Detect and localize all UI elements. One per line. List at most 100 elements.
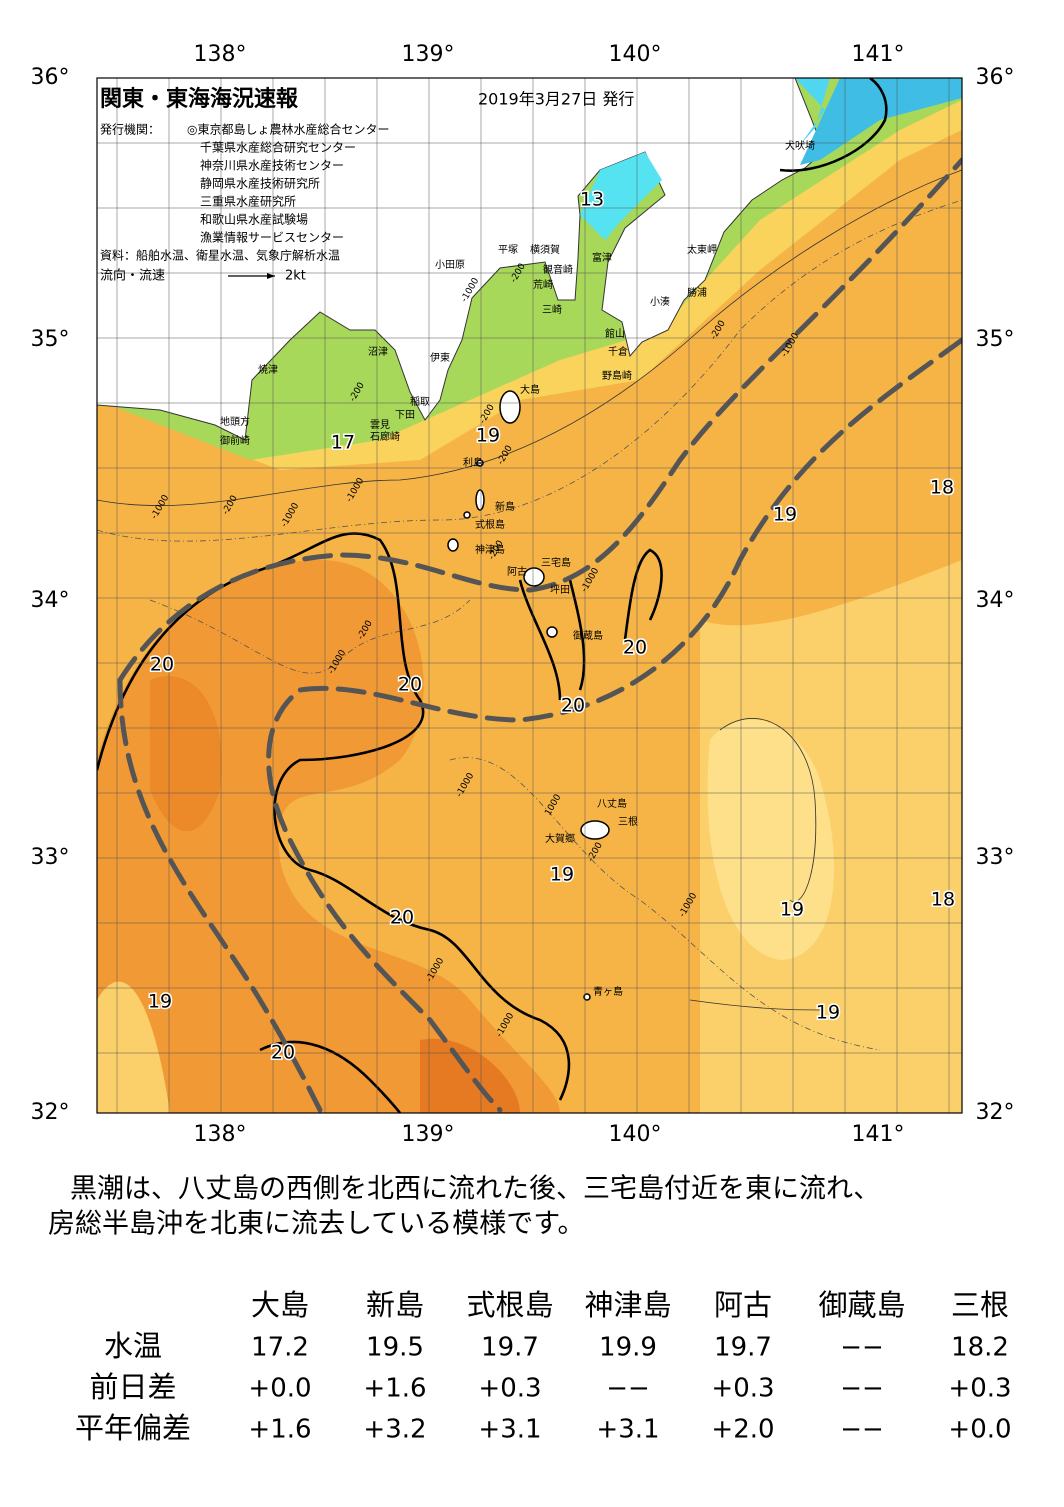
place-name: 地頭方 xyxy=(220,415,250,428)
place-name: 三崎 xyxy=(542,303,562,316)
isobath xyxy=(149,599,471,674)
issuer: 千葉県水産総合研究センター xyxy=(200,140,356,155)
longitude-label: 138° xyxy=(194,42,247,67)
temperature-label: 19 xyxy=(816,1002,840,1024)
table-cell: −− xyxy=(840,1333,884,1363)
warm-core xyxy=(420,1038,520,1113)
latitude-label: 36° xyxy=(976,65,1015,90)
place-name: 大島 xyxy=(520,383,540,396)
issuer: 和歌山県水産試験場 xyxy=(200,212,308,227)
row-label: 平年偏差 xyxy=(75,1411,191,1445)
issuer: ◎東京都島しょ農林水産総合センター xyxy=(187,122,389,137)
table-cell: +1.6 xyxy=(363,1374,426,1404)
island xyxy=(475,489,485,511)
data-source: 資料：船舶水温、衛星水温、気象庁解析水温 xyxy=(100,248,340,263)
table-cell: +3.1 xyxy=(478,1415,541,1445)
latitude-label: 34° xyxy=(976,588,1015,613)
table-cell: +0.0 xyxy=(248,1374,311,1404)
temperature-label: 20 xyxy=(561,695,585,717)
table-cell: +0.0 xyxy=(948,1415,1011,1445)
place-name: 御前崎 xyxy=(220,434,250,447)
place-name: 石廊崎 xyxy=(370,430,400,443)
latitude-label: 33° xyxy=(31,845,70,870)
longitude-label: 140° xyxy=(609,42,662,67)
table-cell: 19.7 xyxy=(714,1333,772,1363)
island xyxy=(476,459,484,467)
cool-eddy xyxy=(707,719,835,960)
place-name: 犬吠埼 xyxy=(785,139,815,152)
issuer: 静岡県水産技術研究所 xyxy=(200,176,320,191)
place-name: 小田原 xyxy=(435,259,465,271)
temperature-label: 19 xyxy=(773,504,797,526)
longitude-label: 140° xyxy=(609,1122,662,1147)
map-frame xyxy=(96,77,963,1114)
temperature-label: 18 xyxy=(931,889,955,911)
place-name: 御蔵島 xyxy=(573,629,603,642)
place-name: 焼津 xyxy=(258,364,278,376)
latitude-label: 32° xyxy=(976,1100,1015,1125)
place-name: 観音崎 xyxy=(543,263,573,276)
table-header: 新島 xyxy=(366,1288,424,1322)
latitude-label: 35° xyxy=(31,327,70,352)
latitude-label: 34° xyxy=(31,588,70,613)
longitude-label: 139° xyxy=(402,1122,455,1147)
temperature-label: 20 xyxy=(398,674,422,696)
place-name: 雲見 xyxy=(370,419,390,431)
legend-speed: 2kt xyxy=(285,269,306,284)
table-cell: +3.2 xyxy=(363,1415,426,1445)
isotherm xyxy=(689,718,821,1011)
island xyxy=(463,511,471,519)
table-cell: −− xyxy=(840,1374,884,1404)
longitude-label: 138° xyxy=(194,1122,247,1147)
island xyxy=(447,538,459,552)
table-cell: −− xyxy=(606,1374,650,1404)
longitude-label: 141° xyxy=(852,42,905,67)
graticule xyxy=(97,78,962,1113)
place-name: 荒崎 xyxy=(533,278,553,291)
warm-core xyxy=(150,676,222,832)
temperature-label: 20 xyxy=(390,907,414,929)
row-label: 前日差 xyxy=(89,1370,176,1404)
place-name: 稲取 xyxy=(410,396,430,408)
table-cell: +1.6 xyxy=(248,1415,311,1445)
row-label: 水温 xyxy=(104,1329,162,1363)
table-cell: 18.2 xyxy=(951,1333,1009,1363)
place-name: 青ヶ島 xyxy=(593,985,623,998)
issue-date: 2019年3月27日 発行 xyxy=(478,90,634,109)
place-name: 大賀郷 xyxy=(545,832,575,845)
place-name: 八丈島 xyxy=(597,797,627,810)
kuroshio-path xyxy=(117,677,323,1113)
cool-zone xyxy=(97,981,170,1113)
temperature-label: 20 xyxy=(271,1042,295,1064)
legend-label: 流向・流速 xyxy=(100,268,165,284)
isotherm xyxy=(518,579,586,701)
place-name: 富津 xyxy=(592,251,612,264)
coastal-cyan xyxy=(795,78,830,145)
temperature-label: 19 xyxy=(476,425,500,447)
table-cell: +0.3 xyxy=(948,1374,1011,1404)
kuroshio-path xyxy=(266,337,962,1113)
place-name: 野島崎 xyxy=(602,369,632,382)
table-cell: +2.0 xyxy=(711,1415,774,1445)
legend-arrowhead xyxy=(267,273,275,279)
place-name: 新島 xyxy=(495,500,515,513)
latitude-label: 35° xyxy=(976,327,1015,352)
map xyxy=(97,78,962,1113)
place-name: 三根 xyxy=(618,815,638,828)
map-title: 関東・東海海況速報 xyxy=(100,86,299,112)
place-name: 小湊 xyxy=(650,295,670,308)
place-name: 坪田 xyxy=(550,583,570,596)
temperature-label: 20 xyxy=(150,654,174,676)
longitude-label: 141° xyxy=(852,1122,905,1147)
table-header: 三根 xyxy=(951,1288,1009,1322)
islands xyxy=(447,390,610,1001)
isotherm xyxy=(779,78,888,172)
table-cell: 19.5 xyxy=(366,1333,424,1363)
isobath xyxy=(97,169,962,506)
place-name: 式根島 xyxy=(475,518,505,531)
place-name: 阿古 xyxy=(507,565,527,578)
temperature-label: 20 xyxy=(623,637,647,659)
temperature-label: 13 xyxy=(580,189,604,211)
place-name: 沼津 xyxy=(368,345,388,358)
